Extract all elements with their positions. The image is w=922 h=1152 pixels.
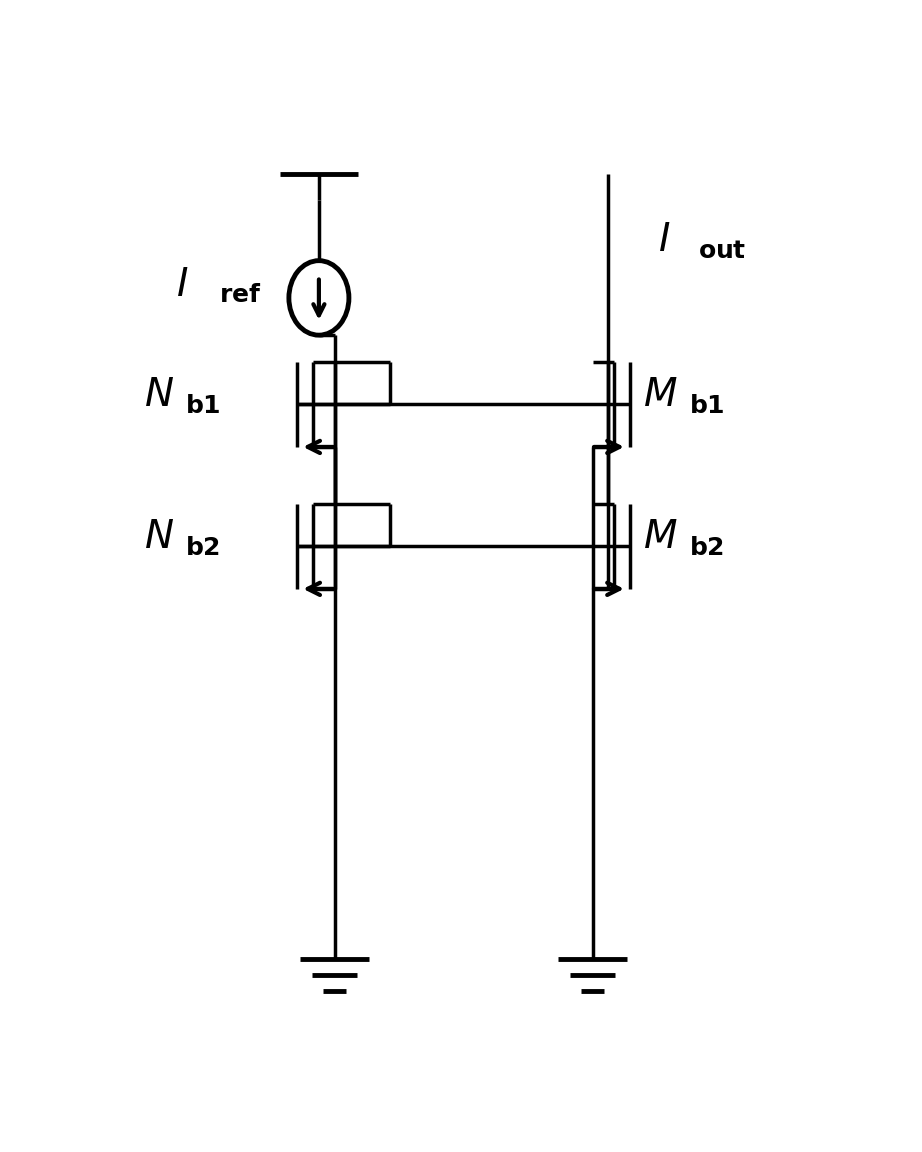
Text: $\mathbf{\mathit{N}}$: $\mathbf{\mathit{N}}$ (144, 377, 174, 415)
Text: $\mathbf{\mathit{M}}$: $\mathbf{\mathit{M}}$ (643, 518, 677, 556)
Text: $\mathbf{\mathit{I}}$: $\mathbf{\mathit{I}}$ (658, 221, 670, 259)
Text: $\mathbf{out}$: $\mathbf{out}$ (698, 238, 746, 263)
Text: $\mathbf{\mathit{M}}$: $\mathbf{\mathit{M}}$ (643, 377, 677, 415)
Text: $\mathbf{b1}$: $\mathbf{b1}$ (184, 394, 220, 418)
Text: $\mathbf{b2}$: $\mathbf{b2}$ (184, 536, 219, 560)
Text: $\mathbf{\mathit{N}}$: $\mathbf{\mathit{N}}$ (144, 518, 174, 556)
Text: $\mathbf{b1}$: $\mathbf{b1}$ (689, 394, 725, 418)
Text: $\mathbf{ref}$: $\mathbf{ref}$ (219, 283, 261, 308)
Text: $\mathbf{\mathit{I}}$: $\mathbf{\mathit{I}}$ (176, 266, 188, 304)
Text: $\mathbf{b2}$: $\mathbf{b2}$ (689, 536, 724, 560)
